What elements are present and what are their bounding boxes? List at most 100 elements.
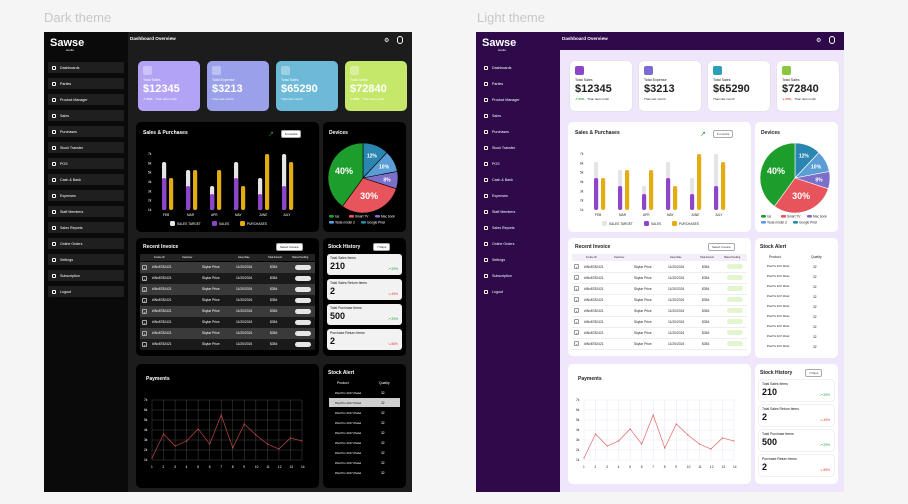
expand-icon[interactable]: +: [142, 308, 147, 314]
sidebar-item[interactable]: Product Manager: [480, 94, 556, 105]
sidebar-item[interactable]: Online Orders: [48, 238, 124, 249]
gear-icon[interactable]: ⚙: [816, 38, 822, 44]
stat-card[interactable]: Total Expense $3213 Than last month: [639, 61, 701, 111]
table-row[interactable]: iPad Pro 2017 Model 32: [329, 438, 400, 447]
expand-icon[interactable]: +: [142, 297, 147, 303]
sidebar-item[interactable]: Cash & Bank: [480, 174, 556, 185]
table-row[interactable]: + #INv8782421 Skylar Price 11/20/2024 $354: [140, 339, 315, 350]
stat-card[interactable]: Total Sales $12345 ↗ 20% Than last month: [138, 61, 200, 111]
invoice-filter[interactable]: Select Invoice: [708, 243, 735, 251]
expand-icon[interactable]: +: [142, 341, 147, 347]
table-row[interactable]: + #INv8782421 Skylar Price 11/20/2024 $354: [572, 262, 747, 273]
sidebar-item[interactable]: POS: [480, 158, 556, 169]
period-select[interactable]: 6 months: [713, 130, 734, 138]
gear-icon[interactable]: ⚙: [384, 38, 390, 44]
table-row[interactable]: iPad Pro 2017 Model 32: [761, 262, 832, 271]
stat-card[interactable]: Total Sales $65290 Than last month: [276, 61, 338, 111]
sidebar-item[interactable]: Subscription: [48, 270, 124, 281]
table-row[interactable]: iPad Pro 2017 Model 32: [761, 292, 832, 301]
table-row[interactable]: iPad Pro 2017 Model 32: [761, 322, 832, 331]
sidebar-item[interactable]: Dashboards: [48, 62, 124, 73]
table-row[interactable]: + #INv8782421 Skylar Price 11/20/2024 $354: [572, 273, 747, 284]
expand-icon[interactable]: +: [574, 341, 579, 347]
sidebar-item[interactable]: Expenses: [480, 190, 556, 201]
table-row[interactable]: + #INv8782421 Skylar Price 11/20/2024 $354: [140, 262, 315, 273]
stock-history-item[interactable]: Total Sales Items 210 ↗ 20%: [759, 380, 834, 401]
table-row[interactable]: iPad Pro 2017 Model 32: [761, 312, 832, 321]
expand-icon[interactable]: +: [574, 297, 579, 303]
expand-icon[interactable]: +: [574, 264, 579, 270]
stock-history-item[interactable]: Total Sales Return Items 2 ↘ 45%: [759, 405, 834, 426]
sidebar-item[interactable]: Purchases: [480, 126, 556, 137]
stock-history-item[interactable]: Total Sales Items 210 ↗ 20%: [327, 254, 402, 275]
stock-history-item[interactable]: Purchase Return Items 2 ↘ 86%: [759, 455, 834, 476]
table-row[interactable]: + #INv8782421 Skylar Price 11/20/2024 $354: [572, 284, 747, 295]
sidebar-item[interactable]: Parties: [480, 78, 556, 89]
stat-card[interactable]: Total Sales $65290 Than last month: [708, 61, 770, 111]
sidebar-item[interactable]: Stock Transfer: [480, 142, 556, 153]
sidebar-item[interactable]: Sales Reports: [480, 222, 556, 233]
sidebar-item[interactable]: Parties: [48, 78, 124, 89]
sidebar-item[interactable]: Sales Reports: [48, 222, 124, 233]
stat-card[interactable]: Total Expense $3213 Than last month: [207, 61, 269, 111]
user-icon[interactable]: [829, 36, 835, 44]
table-row[interactable]: iPad Pro 2017 Model 32: [761, 332, 832, 341]
expand-icon[interactable]: +: [574, 308, 579, 314]
table-row[interactable]: iPad Pro 2017 Model 32: [761, 342, 832, 351]
expand-icon[interactable]: +: [574, 330, 579, 336]
expand-icon[interactable]: +: [574, 319, 579, 325]
sidebar-item[interactable]: Settings: [480, 254, 556, 265]
table-row[interactable]: iPad Pro 2017 Model 32: [761, 302, 832, 311]
table-row[interactable]: iPad Pro 2017 Model 32: [329, 418, 400, 427]
sidebar-item[interactable]: Sales: [48, 110, 124, 121]
table-row[interactable]: + #INv8782421 Skylar Price 11/20/2024 $354: [140, 295, 315, 306]
expand-icon[interactable]: +: [574, 286, 579, 292]
expand-icon[interactable]: +: [142, 319, 147, 325]
period-select[interactable]: 6 months: [281, 130, 302, 138]
table-row[interactable]: iPad Pro 2017 Model 32: [329, 428, 400, 437]
table-row[interactable]: + #INv8782421 Skylar Price 11/20/2024 $354: [572, 295, 747, 306]
table-row[interactable]: + #INv8782421 Skylar Price 11/20/2024 $354: [572, 306, 747, 317]
stock-history-item[interactable]: Total Sales Return Items 2 ↘ 45%: [327, 279, 402, 300]
sidebar-item[interactable]: Dashboards: [480, 62, 556, 73]
table-row[interactable]: iPad Pro 2017 Model 32: [329, 468, 400, 477]
sidebar-item[interactable]: POS: [48, 158, 124, 169]
table-row[interactable]: + #INv8782421 Skylar Price 11/20/2024 $354: [140, 317, 315, 328]
table-row[interactable]: iPad Pro 2017 Model 32: [761, 282, 832, 291]
expand-icon[interactable]: +: [142, 264, 147, 270]
table-row[interactable]: + #INv8782421 Skylar Price 11/20/2024 $354: [572, 317, 747, 328]
sidebar-item[interactable]: Staff Members: [48, 206, 124, 217]
table-row[interactable]: iPad Pro 2017 Model 32: [761, 272, 832, 281]
stock-history-item[interactable]: Purchase Return Items 2 ↘ 86%: [327, 329, 402, 350]
stat-card[interactable]: Total Sales $12345 ↗ 20% Than last month: [570, 61, 632, 111]
expand-icon[interactable]: +: [142, 330, 147, 336]
stat-card[interactable]: Total Sales $72840 ↘ 20% Than last month: [345, 61, 407, 111]
table-row[interactable]: + #INv8782421 Skylar Price 11/20/2024 $354: [140, 328, 315, 339]
table-row[interactable]: + #INv8782421 Skylar Price 11/20/2024 $354: [140, 284, 315, 295]
table-row[interactable]: iPad Pro 2017 Model 32: [329, 388, 400, 397]
table-row[interactable]: iPad Pro 2017 Model 32: [329, 458, 400, 467]
expand-icon[interactable]: +: [142, 286, 147, 292]
table-row[interactable]: iPad Pro 2017 Model 32: [329, 398, 400, 407]
sidebar-item[interactable]: Staff Members: [480, 206, 556, 217]
expand-icon[interactable]: +: [574, 275, 579, 281]
table-row[interactable]: iPad Pro 2017 Model 32: [329, 448, 400, 457]
sidebar-item[interactable]: Product Manager: [48, 94, 124, 105]
table-row[interactable]: + #INv8782421 Skylar Price 11/20/2024 $354: [140, 273, 315, 284]
sidebar-item[interactable]: Online Orders: [480, 238, 556, 249]
stock-period-select[interactable]: 7 Days: [805, 369, 823, 377]
stock-period-select[interactable]: 7 Days: [373, 243, 391, 251]
sidebar-item[interactable]: Logout: [480, 286, 556, 297]
table-row[interactable]: iPad Pro 2017 Model 32: [329, 408, 400, 417]
sidebar-item[interactable]: Expenses: [48, 190, 124, 201]
stat-card[interactable]: Total Sales $72840 ↘ 20% Than last month: [777, 61, 839, 111]
stock-history-item[interactable]: Total Purchase Items 500 ↗ 20%: [327, 304, 402, 325]
sidebar-item[interactable]: Subscription: [480, 270, 556, 281]
table-row[interactable]: + #INv8782421 Skylar Price 11/20/2024 $354: [140, 306, 315, 317]
sidebar-item[interactable]: Purchases: [48, 126, 124, 137]
sidebar-item[interactable]: Stock Transfer: [48, 142, 124, 153]
table-row[interactable]: + #INv8782421 Skylar Price 11/20/2024 $354: [572, 328, 747, 339]
user-icon[interactable]: [397, 36, 403, 44]
stock-history-item[interactable]: Total Purchase Items 500 ↗ 20%: [759, 430, 834, 451]
table-row[interactable]: + #INv8782421 Skylar Price 11/20/2024 $354: [572, 339, 747, 350]
